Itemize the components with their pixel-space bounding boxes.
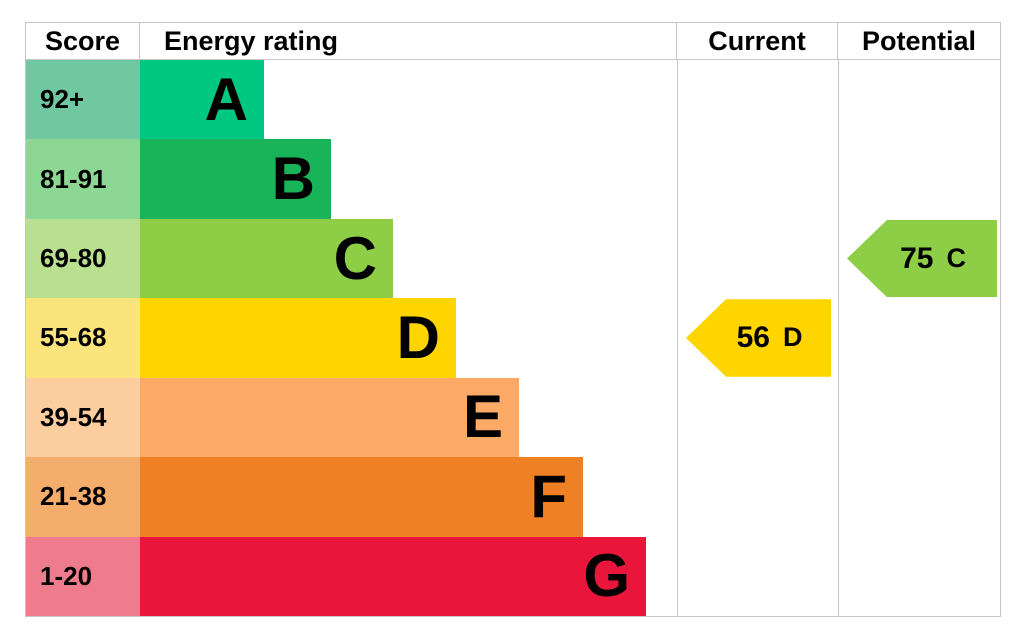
band-letter-e: E [462, 383, 503, 451]
band-bar-d: D [140, 298, 456, 378]
band-row-g: 1-20 G [26, 536, 1000, 616]
band-letter-b: B [271, 145, 315, 213]
score-range-d: 55-68 [26, 298, 140, 378]
band-bar-a: A [140, 60, 264, 140]
potential-column-divider [838, 60, 839, 616]
header-score: Score [26, 23, 140, 59]
header-current: Current [677, 23, 838, 59]
score-range-e: 39-54 [26, 377, 140, 458]
band-bar-g: G [140, 536, 646, 616]
band-rows: 56 D 75 C 92+ A 81-91 B 69-80 C 55-68 D 39-54 E 21… [26, 60, 1000, 616]
band-bar-e: E [140, 377, 519, 458]
band-letter-g: G [583, 542, 630, 610]
band-bar-f: F [140, 457, 583, 537]
band-row-a: 92+ A [26, 60, 1000, 140]
score-range-f: 21-38 [26, 457, 140, 537]
header-potential: Potential [861, 25, 976, 56]
current-rating-value: 56 [736, 320, 770, 354]
band-row-f: 21-38 F [26, 457, 1000, 537]
band-row-b: 81-91 B [26, 139, 1000, 219]
chart-header-row: Score Energy rating Current Potential [26, 23, 1000, 60]
band-row-d: 55-68 D [26, 298, 1000, 378]
band-letter-a: A [204, 65, 248, 133]
score-range-a: 92+ [26, 60, 140, 140]
band-letter-c: C [333, 224, 377, 292]
potential-rating-value: 75 [900, 241, 934, 275]
current-column-divider [677, 60, 678, 616]
band-bar-b: B [140, 139, 331, 219]
epc-rating-chart: Score Energy rating Current Potential 56… [25, 22, 1001, 617]
current-rating-letter: D [782, 322, 803, 353]
score-range-b: 81-91 [26, 139, 140, 219]
band-bar-c: C [140, 218, 393, 299]
band-letter-d: D [396, 303, 440, 371]
score-range-c: 69-80 [26, 218, 140, 299]
band-letter-f: F [530, 462, 567, 530]
band-row-c: 69-80 C [26, 218, 1000, 299]
header-energy-rating: Energy rating [140, 23, 677, 59]
band-row-e: 39-54 E [26, 377, 1000, 458]
score-range-g: 1-20 [26, 536, 140, 616]
potential-rating-letter: C [946, 243, 966, 274]
